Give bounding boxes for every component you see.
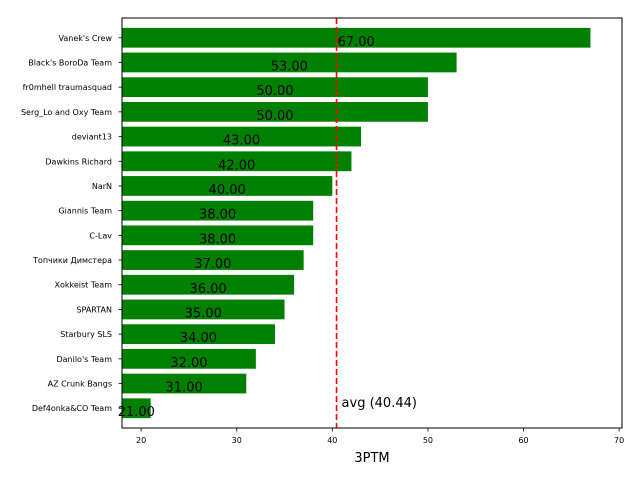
category-labels: Vanek's Crew Black's BoroDa Team fr0mhell … (21, 34, 122, 413)
category-label-14: AZ Crunk Bangs (48, 380, 112, 389)
category-label-13: Danilo's Team (56, 355, 112, 364)
average-label: avg (40.44) (342, 396, 417, 411)
value-label-5: 42.00 (218, 158, 255, 173)
bar-4 (122, 126, 362, 147)
x-tick-label-20: 20 (136, 436, 146, 445)
category-label-8: C-Lav (89, 231, 112, 240)
value-label-1: 53.00 (271, 59, 308, 74)
bar-5 (122, 151, 352, 172)
bar-7 (122, 200, 314, 221)
category-label-3: Serg_Lo and Oxy Team (21, 108, 112, 117)
value-label-3: 50.00 (256, 109, 293, 124)
bar-15 (122, 398, 151, 419)
bar-9 (122, 250, 304, 270)
value-label-9: 37.00 (194, 257, 231, 272)
category-label-7: Giannis Team (58, 207, 112, 216)
bar-2 (122, 77, 428, 98)
value-label-0: 67.00 (338, 35, 375, 50)
bar-12 (122, 324, 275, 345)
value-label-12: 34.00 (180, 331, 217, 346)
x-tick-label-60: 60 (518, 436, 528, 445)
value-label-14: 31.00 (166, 381, 203, 396)
bar-6 (122, 176, 333, 196)
value-label-6: 40.00 (209, 183, 246, 198)
bar-13 (122, 348, 256, 369)
plot-frame (121, 17, 623, 429)
bar-14 (122, 373, 247, 394)
category-label-11: SPARTAN (76, 305, 112, 314)
bar-1 (122, 52, 457, 73)
x-tick-label-50: 50 (423, 436, 433, 445)
value-label-2: 50.00 (256, 84, 293, 99)
x-axis-ticks: 20 30 40 50 60 70 (136, 428, 624, 445)
category-label-0: Vanek's Crew (59, 34, 113, 43)
bar-8 (122, 225, 314, 246)
category-label-15: Def4onka&CO Team (32, 404, 112, 413)
value-label-13: 32.00 (170, 356, 207, 371)
x-tick-label-30: 30 (232, 436, 242, 445)
value-label-10: 36.00 (189, 282, 226, 297)
value-label-8: 38.00 (199, 232, 236, 247)
value-label-7: 38.00 (199, 208, 236, 223)
x-axis-title: 3PTM (354, 451, 389, 466)
category-label-9: Топчики Димстера (32, 256, 112, 265)
category-label-5: Dawkins Richard (45, 157, 112, 166)
value-label-11: 35.00 (185, 306, 222, 321)
bar-10 (122, 274, 295, 295)
bar-3 (122, 101, 428, 122)
bar-11 (122, 299, 285, 320)
x-tick-label-40: 40 (327, 436, 337, 445)
value-label-4: 43.00 (223, 134, 260, 149)
bar-0 (122, 27, 591, 48)
value-label-15: 21.00 (118, 405, 155, 420)
category-label-1: Black's BoroDa Team (28, 58, 112, 67)
category-label-12: Starbury SLS (60, 330, 112, 339)
value-labels: 67.00 53.00 50.00 50.00 43.00 42.00 40.00 38.00… (118, 35, 375, 420)
category-label-2: fr0mhell traumasquad (23, 83, 112, 92)
bars-layer (122, 27, 591, 419)
category-label-10: Xokkeist Team (55, 281, 113, 290)
category-label-4: deviant13 (72, 133, 112, 142)
category-label-6: NarN (92, 182, 112, 191)
x-tick-label-70: 70 (614, 436, 624, 445)
